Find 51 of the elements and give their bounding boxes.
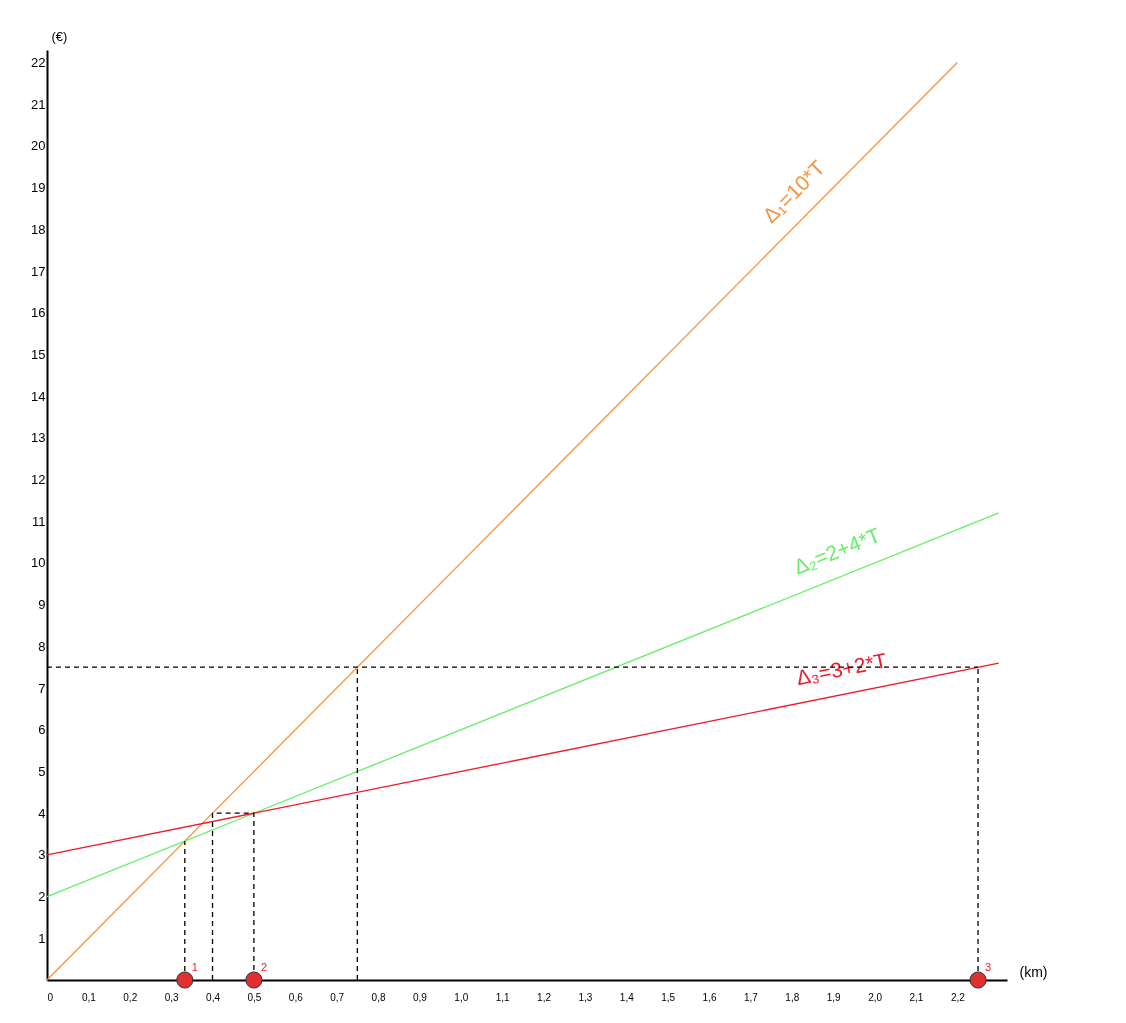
y-tick-label: 11 xyxy=(32,513,46,529)
x-tick-label: 0 xyxy=(47,991,54,1003)
x-tick-label: 2,1 xyxy=(909,991,924,1003)
y-tick-label: 20 xyxy=(31,138,46,154)
x-tick-label: 1,2 xyxy=(537,991,552,1003)
y-tick-label: 5 xyxy=(38,763,46,779)
y-tick-label: 1 xyxy=(38,930,46,946)
x-tick-label: 2,0 xyxy=(868,991,883,1003)
x-tick-label: 1,8 xyxy=(785,991,800,1003)
annotation: 1 xyxy=(191,961,198,973)
x-tick-label: 1,0 xyxy=(454,991,469,1003)
x-tick-label: 0,8 xyxy=(371,991,386,1003)
y-tick-label: 14 xyxy=(31,388,46,404)
annotation: 2 xyxy=(260,961,268,973)
x-tick-label: 0,4 xyxy=(206,991,221,1003)
y-tick-label: 9 xyxy=(38,597,46,613)
x-tick-label: 0,3 xyxy=(164,991,180,1003)
x-tick-label: 1,3 xyxy=(578,991,593,1003)
y-tick-label: 19 xyxy=(31,180,46,196)
y-tick-label: 2 xyxy=(38,889,46,905)
y-tick-label: 21 xyxy=(31,96,46,112)
annotation: 3 xyxy=(985,961,992,973)
x-tick-label: 0,7 xyxy=(330,991,345,1003)
x-tick-label: 1,9 xyxy=(826,991,842,1003)
x-tick-label: 1,1 xyxy=(495,991,511,1003)
y-tick-label: 4 xyxy=(38,805,46,821)
x-tick-label: 1,6 xyxy=(702,991,717,1003)
y-tick-label: 12 xyxy=(31,472,46,488)
y-tick-label: 8 xyxy=(38,638,46,654)
y-tick-label: 22 xyxy=(31,55,46,71)
y-tick-label: 18 xyxy=(31,221,46,237)
y-tick-label: 7 xyxy=(38,680,46,696)
x-tick-label: 0,1 xyxy=(81,991,97,1003)
y-tick-label: 16 xyxy=(31,305,46,321)
y-tick-label: 13 xyxy=(31,430,46,446)
x-axis-title: (km) xyxy=(1019,963,1048,980)
x-tick-label: 1,4 xyxy=(619,991,635,1003)
x-tick-label: 1,7 xyxy=(744,991,759,1003)
y-tick-label: 17 xyxy=(31,263,46,279)
text: Δ₃=3+2*T xyxy=(794,648,889,690)
y-axis-title: (€) xyxy=(51,28,68,44)
x-tick-label: 1,5 xyxy=(661,991,676,1003)
x-tick-label: 0,9 xyxy=(412,991,428,1003)
y-tick-label: 6 xyxy=(38,722,46,738)
x-tick-label: 0,6 xyxy=(288,991,304,1003)
y-tick-label: 15 xyxy=(31,346,46,362)
x-tick-label: 2,2 xyxy=(950,991,966,1003)
y-tick-label: 3 xyxy=(38,847,46,863)
x-tick-label: 0,2 xyxy=(123,991,138,1003)
y-tick-label: 10 xyxy=(31,555,46,571)
x-tick-label: 0,5 xyxy=(247,991,262,1003)
